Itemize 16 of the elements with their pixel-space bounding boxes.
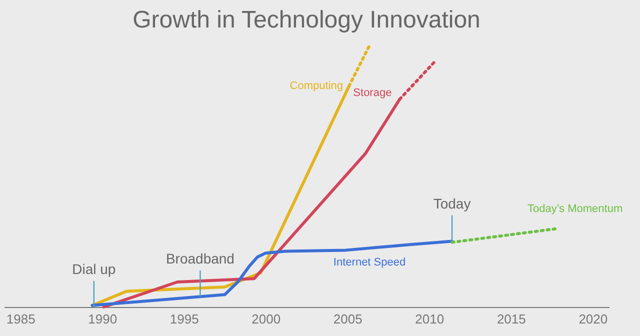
annotation: Broadband	[166, 250, 234, 266]
x-tick-label: 2010	[415, 312, 444, 326]
series-label: Storage	[353, 87, 392, 100]
series-label: Today’s Momentum	[527, 202, 623, 215]
annotation: Today	[433, 195, 471, 212]
x-tick-label: 2005	[333, 312, 362, 326]
x-tick-label: 2000	[252, 312, 281, 326]
x-tick-label: 2020	[578, 312, 608, 326]
x-tick-label: 1995	[170, 312, 199, 326]
series-label: Computing	[290, 80, 344, 92]
series-label: Internet Speed	[333, 256, 406, 269]
annotation: Dial up	[72, 261, 116, 277]
chart-title: Growth in Technology Innovation	[132, 6, 480, 34]
x-tick-label: 2015	[496, 312, 526, 326]
x-tick-label: 1985	[6, 312, 36, 326]
x-tick-label: 1990	[88, 312, 118, 326]
